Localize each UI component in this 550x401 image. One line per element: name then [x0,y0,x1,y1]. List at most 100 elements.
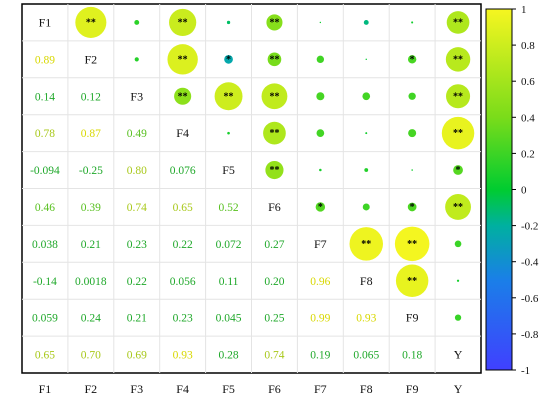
significance-mark: ** [453,54,463,65]
correlation-value: 0.89 [35,54,55,66]
correlation-circle [445,47,471,72]
x-tick-label: F4 [176,382,189,396]
significance-mark: ** [361,239,371,250]
significance-mark: ** [269,165,279,176]
correlation-circle [214,82,243,111]
significance-mark: ** [269,91,279,102]
correlation-value: 0.21 [127,313,147,325]
significance-mark: ** [269,54,279,65]
diagonal-label: F3 [130,89,143,103]
correlation-value: 0.69 [127,350,147,362]
correlation-value: 0.65 [35,350,55,362]
correlation-circle [224,54,233,64]
x-tick-label: F2 [85,382,98,396]
significance-mark: ** [86,17,96,28]
correlation-value: 0.23 [173,313,193,325]
correlation-value: 0.87 [81,128,101,140]
correlation-circle [363,20,369,25]
correlation-value: 0.74 [127,202,147,214]
correlation-circle [411,169,413,171]
colorbar-tick-label: -0.8 [521,329,539,341]
diagonal-label: F4 [176,126,189,140]
matrix-cells: F1 ** ** ** **0.89 F2 ** * ** * **0.14 0.12 F3 ** ** **… [30,6,475,362]
significance-mark: * [318,202,323,213]
correlation-value: 0.23 [127,239,147,251]
colorbar-tick-label: 0.4 [521,112,535,124]
correlation-value: 0.038 [32,239,58,251]
correlation-value: -0.14 [33,276,57,288]
correlation-value: 0.22 [127,276,147,288]
correlation-circle [263,121,286,145]
correlation-value: 0.12 [81,91,101,103]
x-tick-label: F8 [360,382,373,396]
diagonal-label: F1 [39,15,52,29]
correlation-circle [134,57,139,62]
x-tick-label: Y [454,382,463,396]
correlation-value: 0.49 [127,128,147,140]
significance-mark: * [226,54,231,65]
correlation-circle [407,55,417,64]
correlation-value: 0.072 [216,239,242,251]
correlation-value: 0.20 [264,276,284,288]
correlation-circle [445,194,471,220]
colorbar-tick-label: -0.6 [521,293,539,305]
correlation-circle [446,84,471,109]
correlation-circle [456,279,460,282]
x-tick-label: F5 [222,382,235,396]
correlation-circle [261,83,288,110]
significance-mark: ** [453,128,463,139]
colorbar-tick-label: -0.2 [521,221,538,233]
correlation-circle [408,92,416,100]
correlation-circle [319,21,322,24]
correlation-circle [349,227,384,261]
correlation-circle [454,314,462,321]
correlation-circle [315,202,326,212]
correlation-circle [167,44,198,75]
correlation-value: 0.14 [35,91,55,103]
significance-mark: ** [178,17,188,28]
correlation-value: 0.0018 [75,276,107,288]
correlation-value: 0.96 [310,276,330,288]
correlation-value: 0.80 [127,165,147,177]
correlation-circle [226,20,231,25]
diagonal-label: F2 [85,52,98,66]
significance-mark: ** [453,91,463,102]
x-tick-label: F7 [314,382,327,396]
correlation-circle [174,87,192,105]
correlation-circle [169,8,197,37]
correlation-circle [316,129,325,137]
colorbar-tick-label: 0.6 [521,76,535,88]
significance-mark: * [410,202,415,213]
significance-mark: ** [407,276,417,287]
correlation-circle [227,131,230,135]
x-tick-label: F9 [406,382,419,396]
correlation-circle [265,160,284,180]
correlation-value: 0.21 [81,239,101,251]
diagonal-label: Y [454,348,463,362]
correlation-circle [267,52,282,67]
significance-mark: ** [407,239,417,250]
correlation-value: 0.056 [170,276,196,288]
correlation-circle [316,55,325,64]
diagonal-label: F5 [222,163,235,177]
diagonal-label: F9 [406,311,419,325]
correlation-circle [394,226,430,262]
correlation-value: 0.065 [353,350,379,362]
significance-mark: ** [178,91,188,102]
correlation-circle [319,168,322,172]
significance-mark: ** [453,202,463,213]
correlation-circle [395,264,429,297]
correlation-value: 0.11 [219,276,239,288]
correlation-circle [453,165,463,175]
significance-mark: ** [269,128,279,139]
correlation-value: 0.52 [218,202,238,214]
significance-mark: ** [453,17,463,28]
correlation-value: 0.70 [81,350,101,362]
significance-mark: * [456,165,461,176]
correlation-value: -0.25 [79,165,103,177]
x-tick-label: F6 [268,382,281,396]
colorbar-tick-label: -1 [521,365,530,377]
significance-mark: ** [224,91,234,102]
correlation-value: 0.74 [264,350,284,362]
correlation-circle [446,11,470,34]
